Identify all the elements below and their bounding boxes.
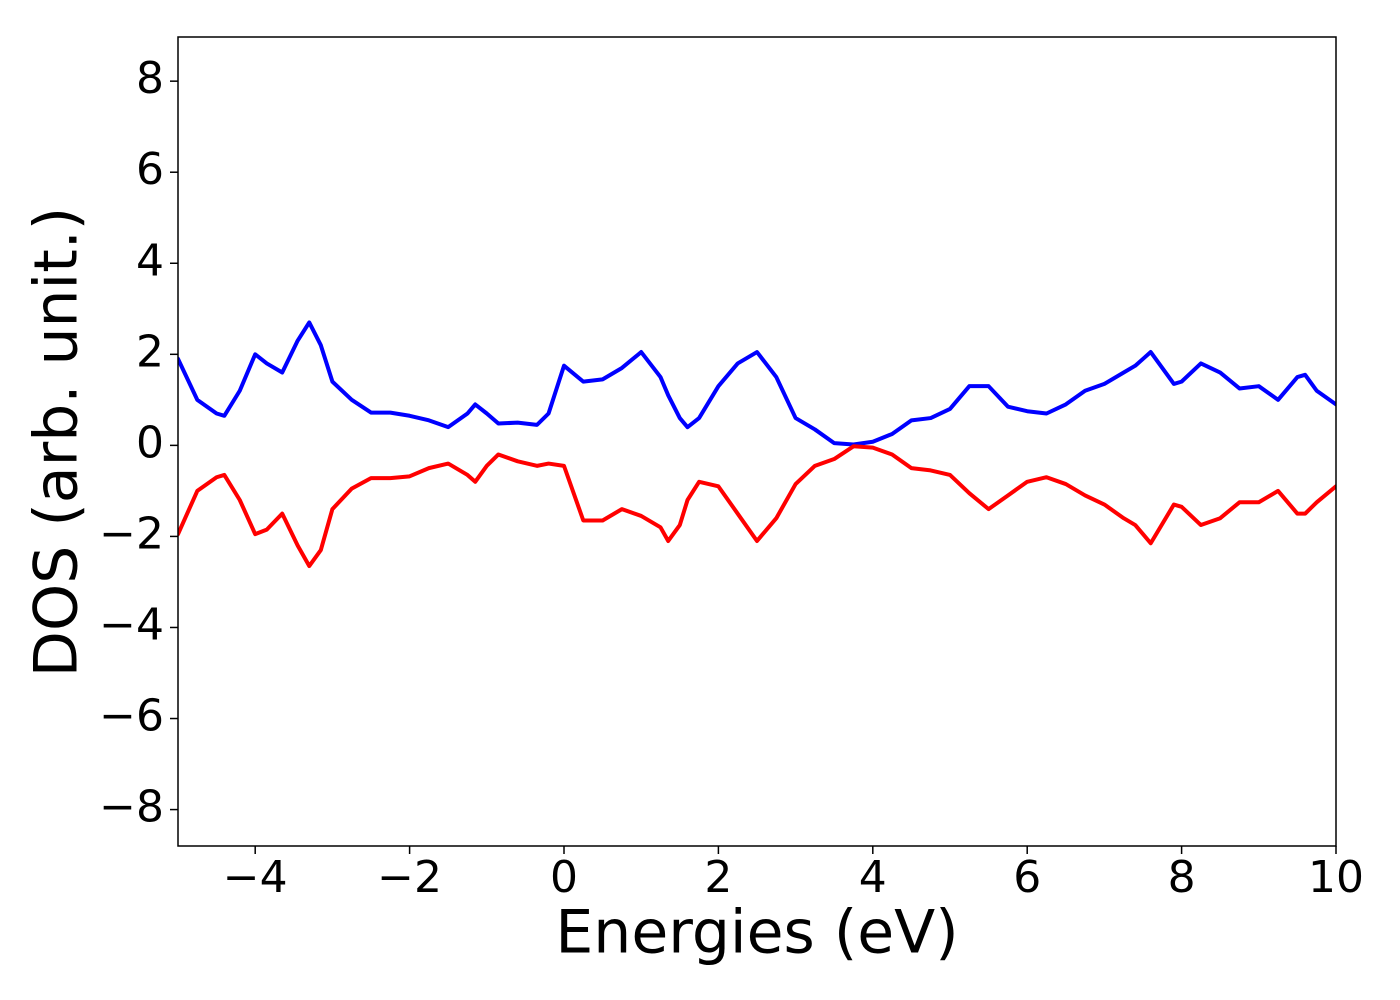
y-tick-label: −2 xyxy=(99,508,164,559)
plot-frame xyxy=(177,36,1337,847)
data-line xyxy=(178,320,1336,447)
y-tick-label: 2 xyxy=(136,326,164,377)
x-axis-label: Energies (eV) xyxy=(555,898,958,968)
x-tick-label: −4 xyxy=(223,852,288,903)
x-tick-label: 4 xyxy=(859,852,887,903)
y-tick-label: 8 xyxy=(136,53,164,104)
y-tick-label: −6 xyxy=(99,691,164,742)
y-tick-label: −4 xyxy=(99,599,164,650)
y-tick-label: −8 xyxy=(99,782,164,833)
y-tick-label: 6 xyxy=(136,144,164,195)
x-tick-label: 8 xyxy=(1168,852,1196,903)
y-axis-label: DOS (arb. unit.) xyxy=(22,207,92,677)
x-tick-label: 2 xyxy=(704,852,732,903)
x-tick-label: 6 xyxy=(1013,852,1041,903)
data-line xyxy=(178,444,1336,569)
y-tick-label: 4 xyxy=(136,235,164,286)
x-tick-label: 0 xyxy=(550,852,578,903)
x-tick-label: 10 xyxy=(1308,852,1364,903)
x-tick-label: −2 xyxy=(377,852,442,903)
y-tick-label: 0 xyxy=(136,417,164,468)
